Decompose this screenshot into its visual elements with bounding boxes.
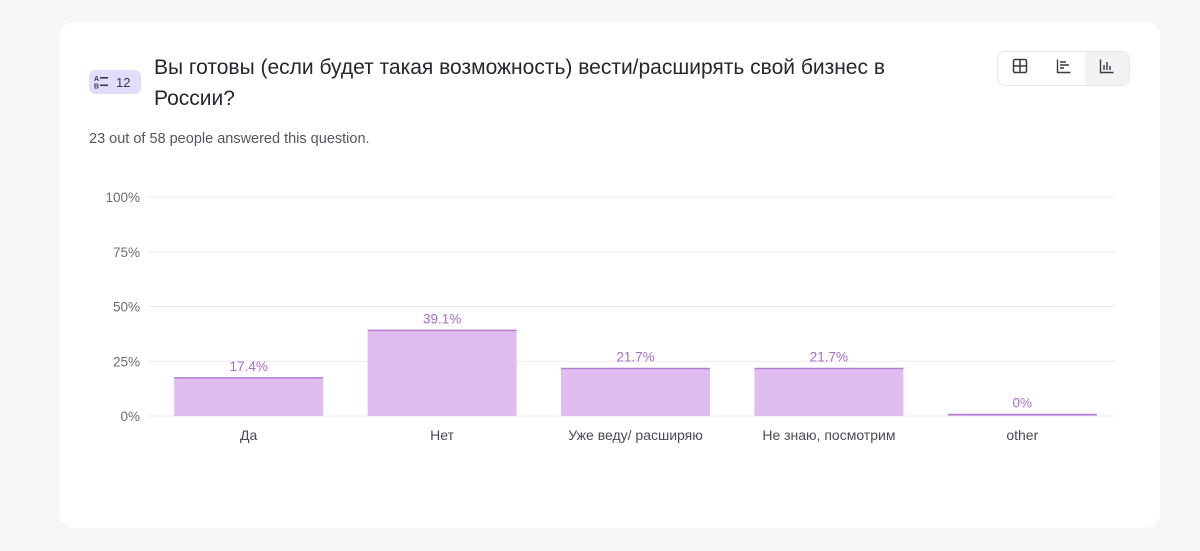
a-b-choice-icon: A B (94, 75, 110, 89)
grid-view-button[interactable] (998, 52, 1042, 85)
bar (367, 330, 517, 416)
bar (174, 377, 324, 416)
bar-value-label: 21.7% (616, 349, 654, 364)
y-tick-label: 75% (113, 245, 140, 260)
list-view-button[interactable] (1042, 52, 1086, 85)
bar-chart: 0% 25% 50% 75% 100% 17.4% Да 39.1% Нет 21.7% Уже в… (105, 190, 1115, 443)
y-tick-label: 25% (113, 354, 140, 369)
question-title: Вы готовы (если будет такая возможность)… (154, 56, 885, 110)
answered-count: 23 out of 58 people answered this questi… (89, 131, 370, 147)
y-tick-label: 50% (113, 300, 140, 315)
view-toggle (997, 51, 1130, 86)
grid-icon (1012, 58, 1028, 79)
bar-value-label: 0% (1013, 396, 1033, 411)
list-chart-icon (1056, 58, 1072, 79)
question-number: 12 (116, 74, 131, 90)
bar (561, 368, 710, 416)
x-category-label: Да (240, 427, 257, 443)
question-type-badge: A B 12 (89, 70, 141, 94)
bar-view-button[interactable] (1085, 52, 1129, 85)
x-category-label: other (1006, 427, 1038, 443)
y-tick-label: 100% (105, 190, 140, 205)
svg-text:A: A (94, 76, 99, 83)
x-category-label: Не знаю, посмотрим (762, 427, 895, 443)
bar-value-label: 39.1% (423, 311, 461, 326)
bar (754, 368, 904, 416)
svg-text:B: B (94, 84, 99, 90)
x-category-label: Уже веду/ расширяю (568, 427, 703, 443)
bar-value-label: 17.4% (230, 359, 268, 374)
bar-chart-icon (1099, 58, 1115, 79)
question-card: A B 12 Вы готовы (если будет такая возмо… (60, 22, 1160, 528)
bar-value-label: 21.7% (810, 349, 848, 364)
x-category-label: Нет (430, 427, 454, 443)
y-tick-label: 0% (120, 409, 140, 424)
